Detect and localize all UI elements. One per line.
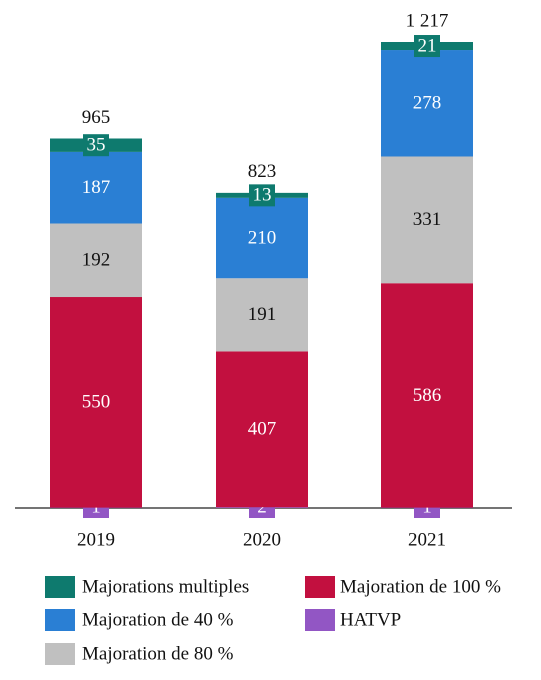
total-label: 1 217 bbox=[406, 10, 449, 31]
legend-swatch bbox=[305, 576, 335, 598]
x-tick-label: 2019 bbox=[77, 529, 115, 550]
bar-segment bbox=[216, 278, 308, 352]
value-label: 407 bbox=[248, 419, 277, 440]
bar-segment bbox=[381, 156, 473, 284]
bar-segment bbox=[381, 50, 473, 157]
value-label: 331 bbox=[413, 209, 442, 230]
value-label: 586 bbox=[413, 385, 442, 406]
value-label: 210 bbox=[248, 227, 277, 248]
bar-segment bbox=[50, 297, 142, 508]
bar-segment bbox=[50, 223, 142, 298]
legend-swatch bbox=[45, 609, 75, 631]
legend-label: HATVP bbox=[340, 609, 401, 630]
bar-segment bbox=[381, 283, 473, 508]
legend-label: Majorations multiples bbox=[82, 576, 249, 597]
total-label: 965 bbox=[82, 107, 111, 128]
legend-label: Majoration de 100 % bbox=[340, 576, 501, 597]
bar-segment bbox=[216, 351, 308, 508]
value-label: 278 bbox=[413, 93, 442, 114]
value-label: 550 bbox=[82, 392, 111, 413]
x-tick-label: 2021 bbox=[408, 529, 446, 550]
legend-label: Majoration de 80 % bbox=[82, 643, 234, 664]
legend-swatch bbox=[45, 643, 75, 665]
label-box bbox=[249, 184, 275, 207]
value-label: 187 bbox=[82, 177, 111, 198]
value-label: 192 bbox=[82, 250, 111, 271]
total-label: 823 bbox=[248, 161, 277, 182]
value-label: 35 bbox=[87, 135, 106, 156]
legend-label: Majoration de 40 % bbox=[82, 609, 234, 630]
bar-segment bbox=[50, 151, 142, 224]
legend-swatch bbox=[305, 609, 335, 631]
x-tick-label: 2020 bbox=[243, 529, 281, 550]
value-label: 21 bbox=[418, 35, 437, 56]
value-label: 13 bbox=[253, 185, 272, 206]
bar-segment bbox=[216, 197, 308, 279]
label-box bbox=[83, 134, 109, 157]
value-label: 191 bbox=[248, 304, 277, 325]
label-box bbox=[414, 35, 440, 58]
legend-swatch bbox=[45, 576, 75, 598]
